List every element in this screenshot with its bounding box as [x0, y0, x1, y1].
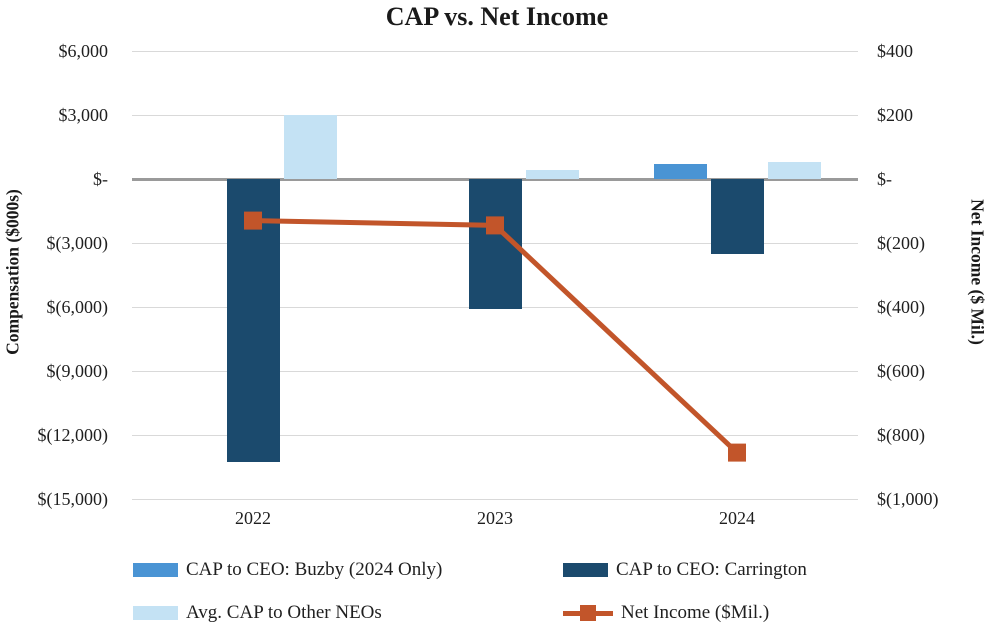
gridline [132, 370, 858, 372]
legend-label: CAP to CEO: Buzby (2024 Only) [186, 559, 443, 580]
gridline [132, 114, 858, 116]
chart-title: CAP vs. Net Income [385, 2, 609, 31]
left-axis-tick: $(6,000) [46, 297, 109, 317]
legend-item: Avg. CAP to Other NEOs [133, 602, 382, 624]
legend-marker-square [580, 604, 596, 621]
right-axis-tick: $- [877, 169, 892, 189]
x-axis-label-2022: 2022 [235, 508, 271, 528]
legend-swatch-line-marker [563, 604, 613, 622]
legend-label: CAP to CEO: Carrington [616, 559, 807, 580]
right-axis-tick: $200 [877, 105, 913, 125]
plot-area [132, 50, 858, 500]
bar-buzby-2024 [653, 164, 707, 179]
left-axis-title: Compensation ($000s) [2, 189, 23, 355]
legend-swatch-bar [133, 563, 178, 577]
right-axis-tick: $(400) [877, 297, 925, 317]
net-income-marker-2024 [728, 443, 746, 462]
gridline [132, 434, 858, 436]
legend-swatch-bar [563, 563, 608, 577]
x-axis-label-2023: 2023 [477, 508, 513, 528]
bar-neos-2022 [283, 115, 337, 179]
left-axis-tick: $(9,000) [46, 361, 109, 381]
left-axis-tick: $- [93, 169, 108, 189]
legend-item: CAP to CEO: Buzby (2024 Only) [133, 559, 442, 581]
gridline [132, 50, 858, 52]
net-income-line-path [252, 218, 739, 455]
net-income-line [244, 211, 746, 462]
legend-item: CAP to CEO: Carrington [563, 559, 807, 581]
legend-swatch-bar [133, 606, 178, 620]
left-axis-tick: $(12,000) [37, 425, 109, 445]
left-axis-tick: $(15,000) [37, 489, 109, 509]
left-axis-tick: $3,000 [58, 105, 109, 125]
net-income-marker-2023 [486, 216, 504, 235]
right-axis-tick: $(600) [877, 361, 925, 381]
left-axis-tick: $6,000 [58, 41, 109, 61]
net-income-marker-2022 [244, 211, 262, 230]
right-axis-tick: $(800) [877, 425, 925, 445]
left-axis-tick: $(3,000) [46, 233, 109, 253]
legend-label: Avg. CAP to Other NEOs [186, 602, 382, 623]
bar-carrington-2024 [710, 179, 764, 254]
bar-neos-2023 [525, 170, 579, 179]
legend-item: Net Income ($Mil.) [563, 602, 769, 624]
legend-label: Net Income ($Mil.) [621, 602, 770, 623]
gridline [132, 498, 858, 500]
right-axis-tick: $(1,000) [877, 489, 939, 509]
x-axis-label-2024: 2024 [719, 508, 755, 528]
right-axis-tick: $400 [877, 41, 913, 61]
bar-neos-2024 [767, 161, 821, 179]
right-axis-tick: $(200) [877, 233, 925, 253]
right-axis-title: Net Income ($ Mil.) [967, 199, 988, 345]
